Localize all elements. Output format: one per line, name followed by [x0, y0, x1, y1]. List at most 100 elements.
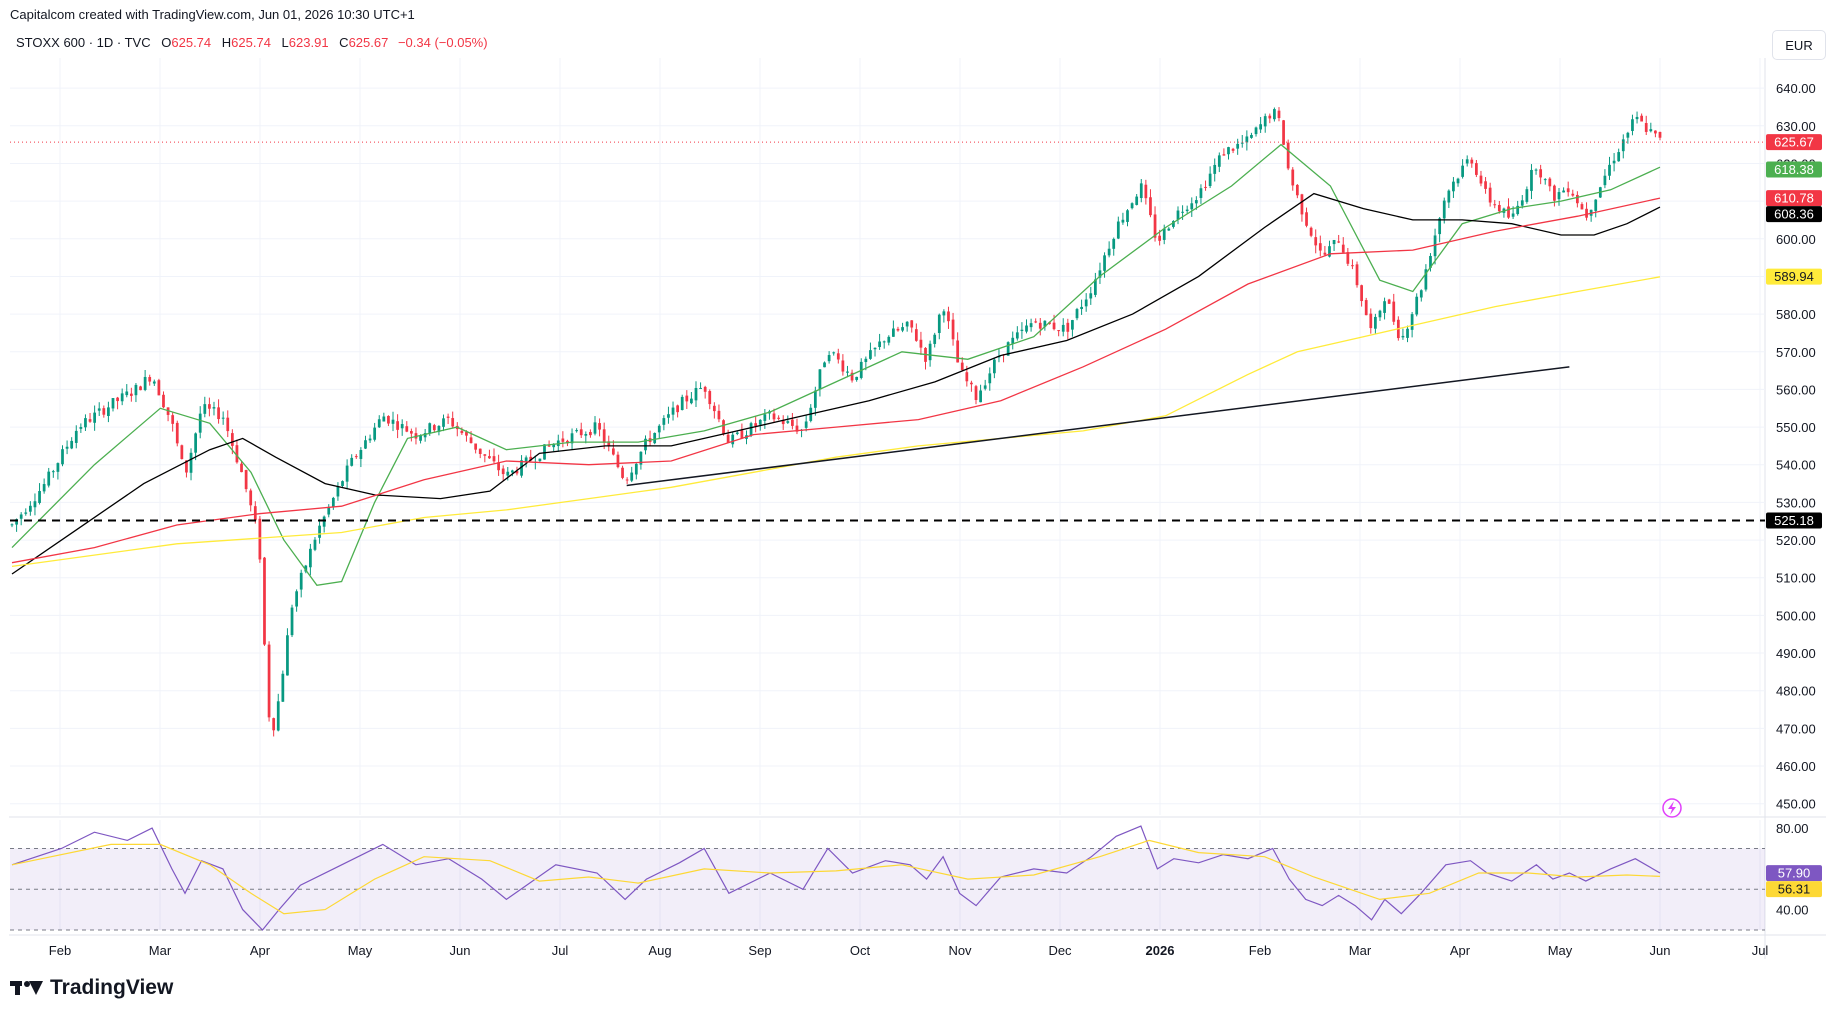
- tradingview-brand[interactable]: TradingView: [10, 976, 173, 1000]
- candle-body: [1029, 323, 1033, 328]
- candle: [1401, 328, 1405, 340]
- candle-body: [497, 462, 500, 471]
- candle: [350, 454, 354, 467]
- candle-body: [882, 341, 886, 343]
- candle-body: [593, 422, 597, 434]
- candle-body: [813, 390, 817, 408]
- candle-body: [520, 460, 523, 476]
- candle: [561, 431, 565, 448]
- candle-body: [846, 371, 849, 373]
- candle-body: [240, 463, 243, 473]
- candle-body: [1295, 184, 1299, 196]
- candle-body: [717, 410, 721, 420]
- candle: [442, 414, 445, 432]
- candle: [19, 512, 23, 526]
- candle-body: [253, 506, 257, 521]
- candle: [1364, 297, 1368, 316]
- candle: [1121, 212, 1125, 225]
- candle-body: [836, 353, 840, 360]
- candle-body: [662, 418, 666, 425]
- candle: [1204, 180, 1207, 191]
- candle-body: [791, 419, 794, 426]
- candle: [1222, 148, 1226, 156]
- candle-body: [1305, 212, 1308, 226]
- x-tick-label: May: [1548, 943, 1573, 958]
- candle: [781, 415, 785, 430]
- candle: [676, 404, 680, 418]
- candle: [405, 421, 409, 433]
- candle-body: [1355, 264, 1359, 286]
- candle-body: [19, 514, 23, 519]
- candle: [910, 320, 914, 333]
- candle: [10, 523, 14, 528]
- candle: [180, 444, 184, 460]
- candle: [979, 384, 982, 403]
- candle-body: [1479, 175, 1483, 184]
- candle: [1626, 131, 1630, 144]
- candle: [1424, 264, 1428, 292]
- candle-body: [602, 429, 606, 443]
- candle-body: [552, 443, 556, 448]
- candle: [1493, 199, 1497, 209]
- candle: [818, 369, 822, 397]
- candle: [1433, 228, 1437, 265]
- candle: [33, 493, 37, 516]
- candle: [1061, 318, 1065, 337]
- rsi-label-bg: [1766, 865, 1822, 882]
- candle: [892, 320, 895, 337]
- candle-body: [354, 456, 358, 458]
- candle: [1227, 146, 1230, 160]
- candle-body: [1300, 194, 1304, 215]
- candle-body: [1442, 200, 1446, 219]
- candle: [928, 340, 932, 367]
- candle-body: [1204, 186, 1207, 188]
- candle: [616, 451, 620, 469]
- candle: [905, 321, 909, 332]
- candle-body: [97, 408, 101, 411]
- candle: [38, 483, 41, 505]
- candle-body: [1410, 314, 1414, 330]
- candle-body: [1539, 169, 1543, 178]
- candle-body: [492, 456, 496, 462]
- candle: [850, 369, 854, 383]
- candle-body: [1213, 164, 1217, 174]
- candle: [341, 480, 344, 488]
- candle: [1562, 187, 1565, 193]
- candle-body: [1254, 127, 1258, 135]
- candle-body: [1314, 237, 1318, 246]
- candle-body: [722, 420, 725, 435]
- candle: [116, 396, 119, 410]
- candle-body: [1011, 337, 1015, 344]
- candle-body: [758, 419, 762, 425]
- candle: [832, 351, 836, 356]
- x-tick-label: Apr: [1450, 943, 1471, 958]
- candle-body: [1038, 322, 1042, 329]
- candle-body: [432, 425, 436, 431]
- candle-body: [327, 506, 331, 515]
- currency-button[interactable]: EUR: [1772, 30, 1826, 60]
- candle-body: [506, 471, 510, 476]
- candle-body: [1015, 332, 1019, 339]
- candle-body: [129, 393, 133, 396]
- candle-body: [1562, 190, 1565, 193]
- candle: [373, 422, 377, 442]
- candle-body: [396, 421, 399, 430]
- y-tick-label: 630.00: [1776, 119, 1816, 134]
- candle-body: [1273, 109, 1276, 120]
- candle: [1231, 147, 1235, 154]
- candle-body: [1543, 179, 1547, 181]
- candle: [1038, 318, 1042, 336]
- candle-body: [56, 463, 60, 472]
- candle: [584, 431, 588, 444]
- candle: [359, 447, 363, 468]
- candle: [1585, 202, 1588, 221]
- candle-body: [299, 572, 303, 590]
- candle: [836, 348, 840, 364]
- candle-body: [400, 424, 404, 429]
- symbol-label[interactable]: STOXX 600 · 1D · TVC: [16, 35, 151, 50]
- candle-body: [611, 448, 615, 455]
- candle: [102, 405, 106, 418]
- candle: [1199, 184, 1203, 204]
- candle-body: [446, 416, 450, 418]
